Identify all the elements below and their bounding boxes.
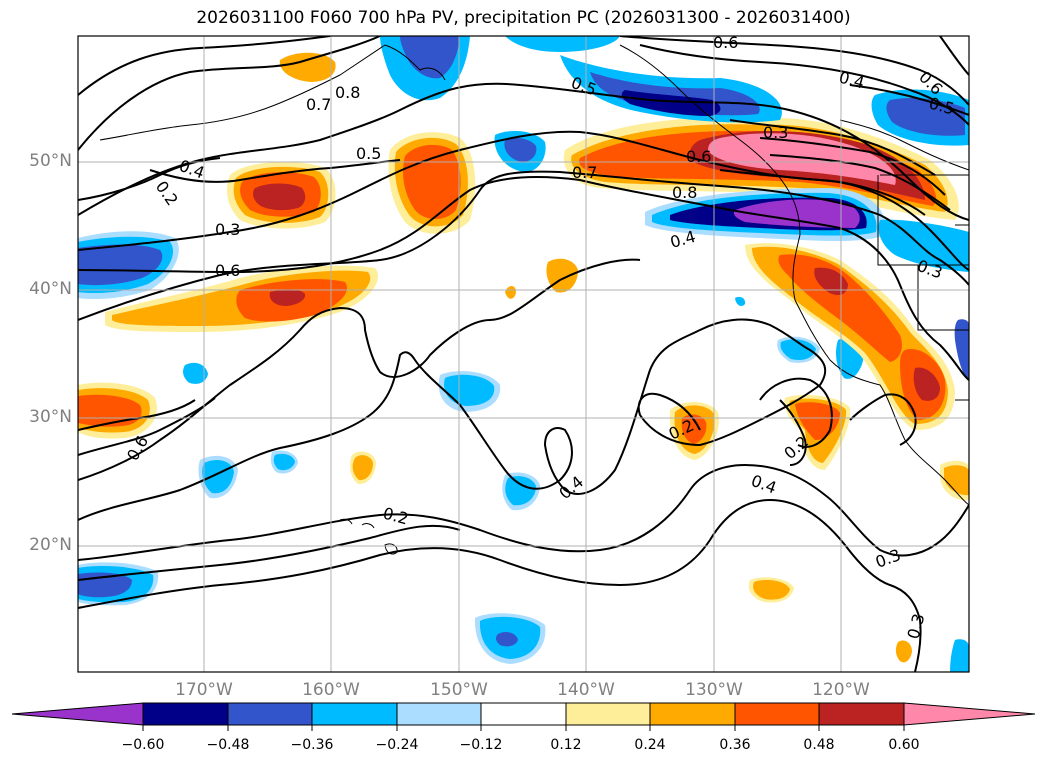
svg-text:0.6: 0.6	[215, 261, 240, 280]
lat-label: 50°N	[29, 151, 72, 171]
colorbar-bin	[734, 702, 820, 726]
colorbar-extend-min	[11, 702, 144, 726]
colorbar-bin	[142, 702, 229, 726]
lon-label: 140°W	[557, 680, 615, 700]
svg-text:0.7: 0.7	[572, 163, 597, 182]
svg-text:0.3: 0.3	[763, 123, 788, 142]
colorbar-tick-label: −0.24	[375, 737, 419, 753]
svg-text:0.8: 0.8	[335, 83, 360, 102]
lon-label: 130°W	[685, 680, 743, 700]
svg-text:0.6: 0.6	[686, 147, 711, 166]
lon-label: 150°W	[430, 680, 488, 700]
lon-label: 120°W	[812, 680, 870, 700]
colorbar-bin	[396, 702, 482, 726]
pv-contours	[78, 36, 969, 672]
svg-text:0.3: 0.3	[215, 220, 240, 239]
coastlines	[99, 44, 969, 555]
lat-label: 30°N	[29, 407, 72, 427]
lat-label: 20°N	[29, 535, 72, 555]
colorbar-tick-label: 0.60	[888, 737, 920, 753]
colorbar-bin	[227, 702, 313, 726]
lat-label: 40°N	[29, 279, 72, 299]
colorbar-extend-max	[903, 702, 1036, 726]
svg-text:0.8: 0.8	[672, 183, 697, 202]
colorbar-tick-label: −0.12	[459, 737, 503, 753]
lon-label: 170°W	[175, 680, 233, 700]
colorbar-tick-label: −0.36	[290, 737, 334, 753]
colorbar-bin	[480, 702, 567, 726]
colorbar-bin	[818, 702, 905, 726]
colorbar-bin	[649, 702, 736, 726]
colorbar-tick-label: 0.48	[803, 737, 835, 753]
lon-label: 160°W	[302, 680, 360, 700]
svg-text:0.7: 0.7	[306, 95, 331, 114]
map-title: 2026031100 F060 700 hPa PV, precipitatio…	[196, 8, 851, 28]
svg-text:0.5: 0.5	[356, 144, 381, 163]
gridlines	[78, 36, 969, 672]
colorbar	[11, 702, 1036, 731]
precip-shading	[78, 36, 969, 672]
plot-frame	[77, 35, 970, 673]
colorbar-tick-label: −0.60	[121, 737, 165, 753]
colorbar-bin	[565, 702, 651, 726]
colorbar-tick-label: 0.24	[634, 737, 666, 753]
colorbar-tick-label: 0.12	[550, 737, 582, 753]
svg-text:0.6: 0.6	[713, 33, 738, 52]
colorbar-tick-label: −0.48	[206, 737, 250, 753]
colorbar-tick-label: 0.36	[719, 737, 751, 753]
colorbar-bin	[311, 702, 398, 726]
